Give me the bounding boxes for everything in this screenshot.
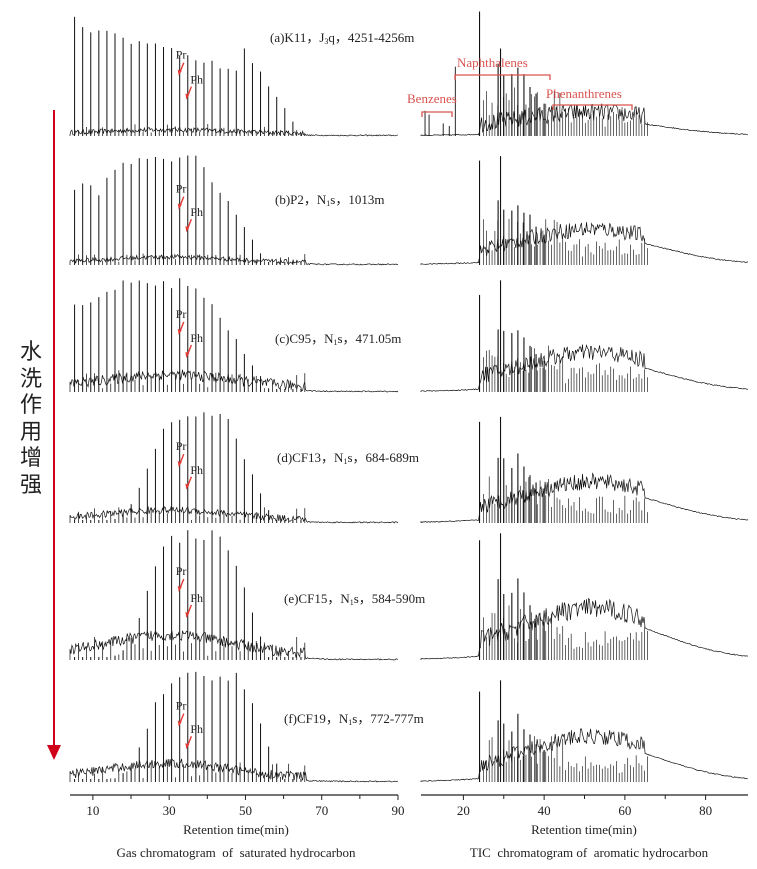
pr-arrow-head	[177, 329, 182, 335]
cjk-char: 强	[20, 472, 43, 498]
ph-arrow-head	[185, 226, 190, 233]
aro-baseline	[420, 597, 749, 660]
aro-baseline	[420, 472, 749, 523]
ph-arrow-head	[185, 93, 190, 100]
aro-tick-label: 60	[618, 803, 631, 818]
group-label-benzenes: Benzenes	[407, 91, 457, 106]
sat-tick-label: 10	[86, 803, 99, 818]
arrow-head-icon	[47, 745, 61, 760]
ph-marker-label: Ph	[190, 331, 203, 345]
sat-chart-title: Gas chromatogram of saturated hydrocarbo…	[117, 845, 356, 860]
cjk-char: 作	[20, 393, 43, 418]
aro-axis-title: Retention time(min)	[531, 822, 637, 837]
pr-marker-label: Pr	[176, 564, 187, 578]
ph-arrow-head	[185, 352, 190, 358]
aro-trace-a	[420, 11, 749, 137]
aro-trace-c	[420, 280, 749, 392]
pr-arrow-head	[177, 461, 182, 468]
aro-chart-title: TIC chromatogram of aromatic hydrocarbon	[470, 845, 709, 860]
sample-label-a: (a)K11，J3q，4251-4256m	[270, 30, 414, 46]
sat-x-axis: 10 30 50 70 90 Retention time(min) Gas chrom…	[70, 794, 405, 860]
pr-marker-label: Pr	[176, 48, 187, 62]
cjk-char: 用	[20, 419, 43, 445]
pr-marker-label: Pr	[176, 439, 187, 453]
aro-baseline	[420, 343, 749, 392]
aro-baseline	[420, 103, 749, 137]
sample-label-c: (c)C95，N1s，471.05m	[275, 331, 401, 347]
sat-axis-title: Retention time(min)	[183, 822, 289, 837]
sat-baseline	[69, 758, 399, 783]
ph-marker-label: Ph	[190, 463, 203, 477]
aro-trace-f	[420, 680, 749, 782]
group-bracket-naphthalenes	[454, 74, 551, 80]
pr-arrow-head	[177, 720, 182, 727]
aro-tick-label: 20	[457, 803, 470, 818]
ph-marker-label: Ph	[190, 591, 203, 605]
pr-marker-label: Pr	[176, 699, 187, 713]
sat-baseline	[69, 630, 399, 661]
sample-label-b: (b)P2，N1s，1013m	[275, 192, 384, 208]
sat-tick-label: 50	[239, 803, 252, 818]
sample-label-d: (d)CF13，N1s，684-689m	[277, 450, 419, 466]
pr-marker-label: Pr	[176, 307, 187, 321]
aro-baseline	[420, 222, 749, 265]
aro-trace-b	[420, 156, 749, 265]
sample-label-f: (f)CF19，N1s，772-777m	[284, 711, 424, 727]
aro-x-axis: 20 40 60 80 Retention time(min) TIC chromat…	[421, 794, 748, 860]
cjk-char: 水	[20, 340, 43, 365]
compound-groups: Naphthalenes Benzenes Phenanthrenes	[407, 55, 633, 117]
pr-arrow-head	[177, 203, 182, 210]
ph-arrow-head	[185, 483, 190, 490]
group-label-naphthalenes: Naphthalenes	[457, 55, 528, 70]
water-washing-label: 水 洗 作 用 增 强	[20, 340, 42, 499]
sat-baseline	[69, 253, 399, 266]
sample-label-e: (e)CF15，N1s，584-590m	[284, 591, 425, 607]
cjk-char: 洗	[20, 366, 43, 392]
aro-tick-label: 80	[699, 803, 712, 818]
pr-arrow-head	[177, 586, 182, 592]
sat-tick-label: 90	[392, 803, 405, 818]
sample-labels: (a)K11，J3q，4251-4256m (b)P2，N1s，1013m (c…	[270, 30, 425, 727]
aro-trace-d	[420, 416, 749, 523]
group-label-phenanthrenes: Phenanthrenes	[546, 86, 622, 101]
ph-arrow-head	[185, 743, 190, 750]
cjk-char: 增	[20, 446, 43, 471]
aro-baseline	[420, 728, 749, 782]
sat-baseline	[69, 369, 399, 393]
ph-marker-label: Ph	[190, 722, 203, 736]
sat-baseline	[69, 505, 399, 524]
pr-arrow-head	[177, 69, 182, 76]
aro-tick-label: 40	[538, 803, 551, 818]
water-washing-arrow	[47, 110, 61, 760]
sat-tick-label: 30	[163, 803, 176, 818]
group-bracket-benzenes	[421, 111, 453, 117]
pr-marker-label: Pr	[176, 182, 187, 196]
aro-trace-e	[420, 533, 749, 660]
aromatic-panels	[420, 11, 749, 782]
sat-tick-label: 70	[315, 803, 328, 818]
sat-baseline	[69, 126, 399, 137]
ph-arrow-head	[185, 612, 190, 618]
group-bracket-phenanthrenes	[552, 104, 633, 110]
ph-marker-label: Ph	[190, 205, 203, 219]
ph-marker-label: Ph	[190, 73, 203, 87]
